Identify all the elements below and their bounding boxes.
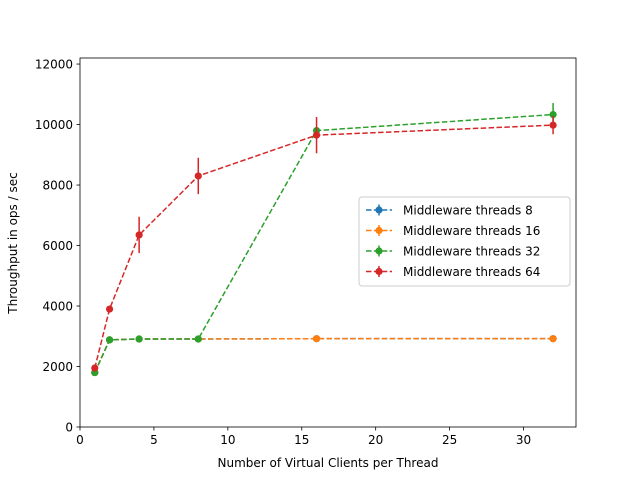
legend-marker: [375, 226, 383, 235]
series-3: [91, 103, 557, 377]
legend-entry: Middleware threads 32: [366, 244, 540, 258]
x-tick-label: 20: [368, 433, 383, 447]
legend-entry: Middleware threads 64: [366, 265, 540, 279]
x-axis-label: Number of Virtual Clients per Thread: [218, 456, 439, 470]
legend-marker: [375, 206, 383, 214]
y-tick-label: 8000: [42, 178, 73, 192]
legend-box: [358, 196, 571, 287]
data-point: [549, 335, 557, 343]
axes-frame: [79, 57, 577, 428]
legend-label: Middleware threads 8: [403, 203, 533, 217]
y-tick-label: 6000: [42, 239, 73, 253]
data-point: [549, 110, 557, 119]
y-tick-label: 10000: [35, 118, 73, 132]
legend: Middleware threads 8 Middleware threads 1…: [358, 196, 571, 287]
x-tick-label: 30: [516, 433, 531, 447]
axes: 0 5 10 15 20 25 30 0 2000 4000 6000 8000 10000 12000: [35, 57, 577, 447]
data-point: [194, 335, 202, 343]
x-tick-label: 25: [442, 433, 457, 447]
legend-marker: [375, 267, 383, 276]
legend-label: Middleware threads 64: [403, 265, 540, 279]
x-tick-label: 5: [150, 433, 158, 447]
y-tick-label: 0: [65, 420, 73, 434]
y-tick-label: 12000: [35, 57, 73, 71]
legend-entry: Middleware threads 8: [366, 203, 533, 217]
x-tick-label: 0: [76, 433, 84, 447]
legend-label: Middleware threads 16: [403, 224, 540, 238]
legend-entry: Middleware threads 16: [366, 224, 540, 238]
data-point: [105, 305, 114, 313]
data-point: [135, 335, 143, 343]
data-point: [312, 131, 321, 139]
y-axis-label: Throughput in ops / sec: [6, 172, 20, 314]
series-line: [94, 113, 554, 373]
data-point: [549, 121, 557, 129]
data-point: [135, 231, 143, 239]
x-tick-label: 15: [294, 433, 309, 447]
y-tick-label: 4000: [42, 299, 73, 313]
legend-marker: [375, 247, 383, 255]
data-point: [91, 364, 99, 372]
data-point: [105, 336, 114, 344]
y-tick-label: 2000: [42, 360, 73, 374]
x-tick-label: 10: [220, 433, 235, 447]
series-4: [91, 116, 557, 372]
data-point: [194, 172, 202, 180]
series-line: [94, 124, 554, 369]
plot-area: [91, 103, 557, 377]
data-point: [312, 335, 321, 343]
legend-label: Middleware threads 32: [403, 244, 540, 258]
